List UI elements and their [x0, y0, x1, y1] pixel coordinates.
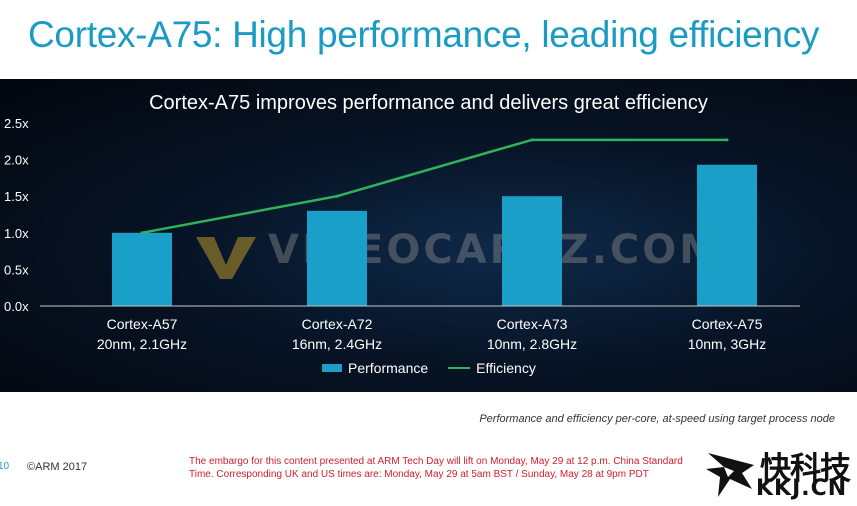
legend-label-efficiency: Efficiency	[476, 360, 536, 376]
chart-title: Cortex-A75 improves performance and deli…	[149, 92, 708, 114]
kkj-logo-cn: 快科技	[760, 451, 851, 487]
x-category-label: Cortex-A57	[107, 316, 178, 332]
bar-performance	[502, 196, 562, 306]
x-category-label: Cortex-A72	[302, 316, 373, 332]
legend-item-efficiency: Efficiency	[448, 360, 536, 376]
x-category-sublabel: 10nm, 3GHz	[688, 336, 767, 352]
bar-performance	[697, 164, 757, 306]
legend-swatch-efficiency	[448, 367, 471, 369]
kkj-bird-icon	[706, 453, 754, 497]
x-category-sublabel: 16nm, 2.4GHz	[292, 336, 382, 352]
chart-svg: VIDEOCARDZ.COM0.0x0.5x1.0x1.5x2.0x2.5xCo…	[4, 116, 800, 352]
copyright: ©ARM 2017	[27, 461, 88, 473]
page-number: 10	[0, 461, 10, 472]
point-efficiency	[530, 138, 534, 142]
line-efficiency	[141, 138, 727, 235]
x-category-sublabel: 10nm, 2.8GHz	[487, 336, 577, 352]
videocardz-logo-icon	[196, 237, 256, 279]
point-efficiency	[335, 194, 339, 198]
point-efficiency	[140, 231, 144, 235]
legend-label-performance: Performance	[348, 360, 429, 376]
y-tick-label: 0.5x	[4, 262, 29, 277]
x-category-label: Cortex-A75	[692, 316, 763, 332]
slide-title: Cortex-A75: High performance, leading ef…	[28, 14, 820, 55]
legend-item-performance: Performance	[322, 360, 428, 376]
y-tick-label: 2.5x	[4, 116, 29, 131]
footnote-caption: Performance and efficiency per-core, at-…	[479, 413, 835, 425]
y-tick-label: 1.0x	[4, 226, 29, 241]
embargo-notice: The embargo for this content presented a…	[189, 456, 683, 480]
chart-panel: VIDEOCARDZ.COM 0.0x 0.5x 1.0x 1.5x 2.0x 2.5x Co…	[0, 79, 857, 392]
kkj-logo-domain: KKJ.CN	[756, 476, 848, 501]
legend: Performance Efficiency	[322, 360, 556, 376]
y-tick-label: 1.5x	[4, 189, 29, 204]
kkj-logo: 快科技 KKJ.CN	[704, 445, 857, 503]
y-tick-label: 2.0x	[4, 153, 29, 168]
bar-performance	[112, 232, 172, 306]
legend-swatch-performance	[322, 364, 342, 372]
point-efficiency	[725, 138, 729, 142]
x-category-label: Cortex-A73	[497, 316, 568, 332]
x-category-sublabel: 20nm, 2.1GHz	[97, 336, 187, 352]
y-tick-label: 0.0x	[4, 299, 29, 314]
bar-performance	[307, 210, 367, 306]
